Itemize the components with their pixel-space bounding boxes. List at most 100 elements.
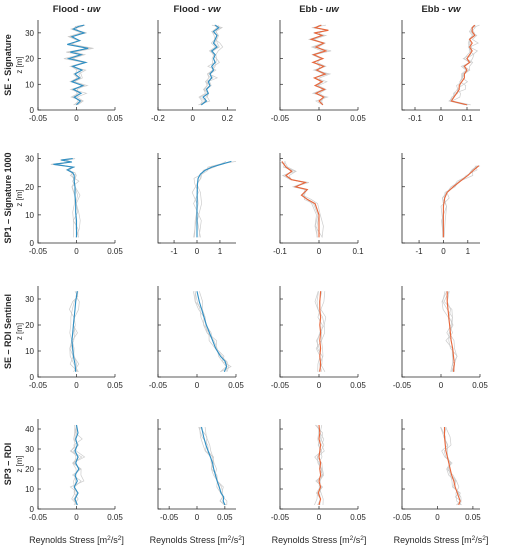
ensemble-profile: [315, 424, 323, 506]
x-tick-label: 0: [317, 247, 322, 256]
ensemble-profile: [193, 161, 237, 238]
x-tick-label: -0.05: [149, 381, 168, 390]
y-tick-label: 20: [25, 465, 34, 474]
x-tick-label: -1: [416, 247, 424, 256]
x-tick-label: -0.05: [160, 513, 179, 522]
x-tick-label: 0.05: [107, 513, 123, 522]
ensemble-profile: [443, 426, 462, 506]
y-axis-label: z [m]: [15, 455, 24, 472]
panel-axes: [157, 20, 236, 111]
ebb-mean-profile: [446, 291, 455, 372]
x-tick-label: 0.1: [461, 114, 473, 123]
ensemble-profile: [440, 426, 462, 506]
row-label: SE – RDI Sentinel: [3, 294, 13, 369]
x-tick-label: -0.05: [29, 114, 48, 123]
row-label: SP3 – RDI: [3, 443, 13, 486]
x-tick-label: -0.05: [271, 513, 290, 522]
ensemble-profile: [443, 426, 462, 506]
ebb-mean-profile: [317, 424, 322, 506]
ensemble-profile: [440, 165, 481, 238]
y-tick-label: 10: [25, 347, 34, 356]
x-tick-label: 0.05: [107, 381, 123, 390]
ensemble-profile: [443, 291, 453, 372]
x-tick-label: 0: [441, 247, 446, 256]
y-tick-label: 10: [25, 211, 34, 220]
x-tick-label: 0: [195, 247, 200, 256]
x-tick-label: -0.05: [271, 114, 290, 123]
y-tick-label: 30: [25, 295, 34, 304]
flood-mean-profile: [71, 291, 78, 372]
ensemble-profile: [441, 165, 479, 238]
x-tick-label: 0: [439, 381, 444, 390]
y-tick-label: 30: [25, 155, 34, 164]
ensemble-profile: [198, 24, 223, 106]
x-tick-label: 0: [74, 114, 79, 123]
x-tick-label: -0.05: [271, 381, 290, 390]
x-tick-label: 0: [74, 247, 79, 256]
x-axis-label: Reynolds Stress [m2/s2]: [272, 535, 367, 545]
y-tick-label: 10: [25, 80, 34, 89]
x-axis-label: Reynolds Stress [m2/s2]: [150, 535, 245, 545]
x-axis-label: Reynolds Stress [m2/s2]: [394, 535, 489, 545]
column-title: Flood - uw: [53, 4, 101, 15]
x-tick-label: 0.1: [352, 247, 364, 256]
y-tick-label: 20: [25, 321, 34, 330]
ensemble-profile: [441, 165, 478, 238]
y-tick-label: 30: [25, 445, 34, 454]
ensemble-profile: [194, 291, 228, 372]
flood-mean-profile: [66, 24, 89, 106]
x-tick-label: 0: [317, 513, 322, 522]
x-tick-label: -0.05: [393, 381, 412, 390]
row-label: SP1 – Signature 1000: [3, 152, 13, 243]
panel-axes: [157, 419, 236, 510]
ensemble-profile: [69, 424, 80, 506]
y-tick-label: 0: [30, 239, 35, 248]
panel-axes: [401, 286, 480, 378]
ensemble-profile: [279, 161, 318, 238]
x-tick-label: 0: [317, 114, 322, 123]
x-tick-label: 1: [466, 247, 471, 256]
x-tick-label: 1: [218, 247, 223, 256]
ensemble-profile: [310, 24, 332, 106]
x-tick-label: 0: [195, 381, 200, 390]
x-tick-label: 0.2: [222, 114, 234, 123]
x-tick-label: -0.05: [29, 513, 48, 522]
x-tick-label: -0.1: [273, 247, 287, 256]
y-tick-label: 20: [25, 183, 34, 192]
y-axis-label: z [m]: [15, 56, 24, 73]
x-tick-label: 0: [74, 381, 79, 390]
x-tick-label: -0.05: [29, 381, 48, 390]
x-tick-label: 0.05: [107, 114, 123, 123]
ensemble-profile: [50, 158, 76, 238]
x-tick-label: 0.05: [350, 114, 366, 123]
ensemble-profile: [200, 24, 224, 106]
x-tick-label: 0.05: [350, 381, 366, 390]
flood-mean-profile: [196, 291, 228, 373]
flood-mean-profile: [200, 426, 226, 506]
panel-axes: [401, 20, 480, 111]
ensemble-profile: [193, 291, 227, 373]
x-tick-label: -0.05: [393, 513, 412, 522]
ebb-mean-profile: [442, 165, 480, 238]
x-tick-label: 0.05: [217, 513, 233, 522]
ebb-mean-profile: [443, 427, 461, 506]
ebb-mean-profile: [281, 161, 320, 238]
x-tick-label: -0.1: [408, 114, 422, 123]
y-axis-label: z [m]: [15, 189, 24, 206]
ensemble-profile: [194, 161, 231, 238]
ensemble-profile: [198, 291, 230, 372]
column-title: Ebb - uw: [299, 4, 339, 15]
panel-axes: [279, 286, 358, 378]
ensemble-profile: [198, 426, 227, 506]
x-tick-label: -1: [170, 247, 178, 256]
ensemble-profile: [69, 291, 79, 372]
flood-mean-profile: [200, 24, 220, 106]
y-tick-label: 0: [30, 505, 35, 514]
panel-axes: [401, 153, 480, 244]
x-tick-label: 0.05: [465, 513, 481, 522]
y-tick-label: 0: [30, 373, 35, 382]
x-tick-label: 0.05: [472, 381, 488, 390]
y-tick-label: 30: [25, 29, 34, 38]
ensemble-profile: [71, 291, 80, 372]
